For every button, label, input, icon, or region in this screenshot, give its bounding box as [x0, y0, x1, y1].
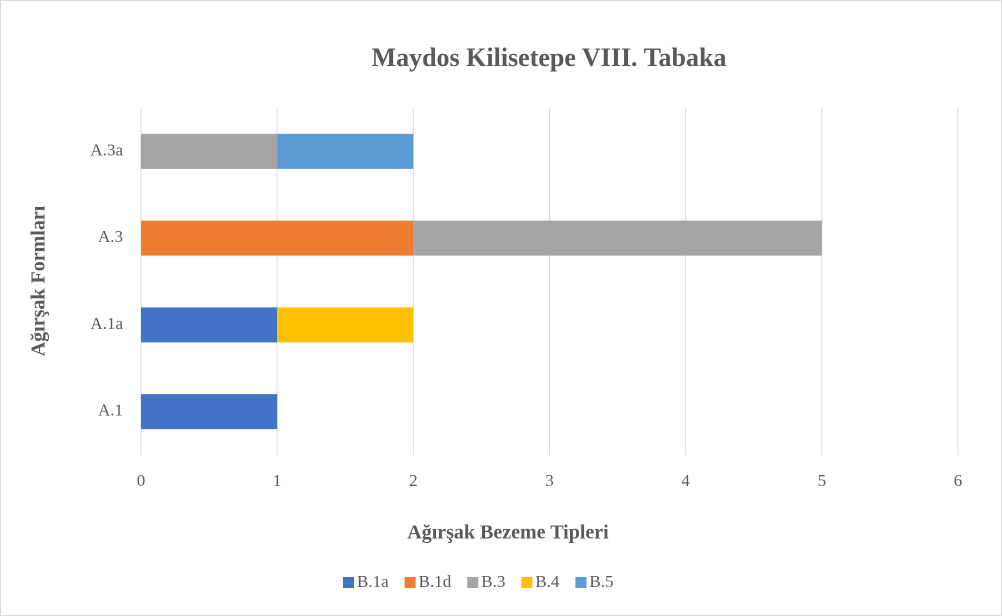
bar-segment [277, 133, 414, 169]
y-axis-title: Ağırşak Formları [28, 205, 50, 356]
bar-segment [141, 394, 278, 430]
legend-label: B.3 [481, 572, 505, 591]
bar-segment [141, 220, 414, 256]
legend-label: B.1d [419, 572, 452, 591]
bar-segment [413, 220, 822, 256]
x-tick-label: 5 [818, 471, 827, 490]
legend-label: B.5 [589, 572, 613, 591]
bar-segment [277, 307, 414, 343]
y-tick-label: A.3a [90, 140, 123, 159]
y-tick-label: A.3 [98, 227, 123, 246]
x-tick-label: 1 [273, 471, 282, 490]
chart-title: Maydos Kilisetepe VIII. Tabaka [372, 43, 727, 72]
legend-label: B.4 [535, 572, 560, 591]
legend-label: B.1a [357, 572, 389, 591]
legend-swatch [343, 577, 354, 588]
x-tick-label: 6 [954, 471, 963, 490]
legend-swatch [404, 577, 416, 588]
x-tick-label: 0 [137, 471, 146, 490]
x-tick-label: 4 [681, 471, 690, 490]
bar-segment [141, 307, 278, 343]
legend-swatch [575, 577, 587, 588]
y-tick-label: A.1 [98, 401, 123, 420]
bar-segment [141, 133, 278, 169]
x-tick-label: 3 [545, 471, 554, 490]
legend-swatch [521, 577, 533, 588]
x-tick-label: 2 [409, 471, 418, 490]
legend-swatch [467, 577, 479, 588]
y-tick-label: A.1a [90, 314, 123, 333]
x-axis-title: Ağırşak Bezeme Tipleri [407, 522, 609, 544]
